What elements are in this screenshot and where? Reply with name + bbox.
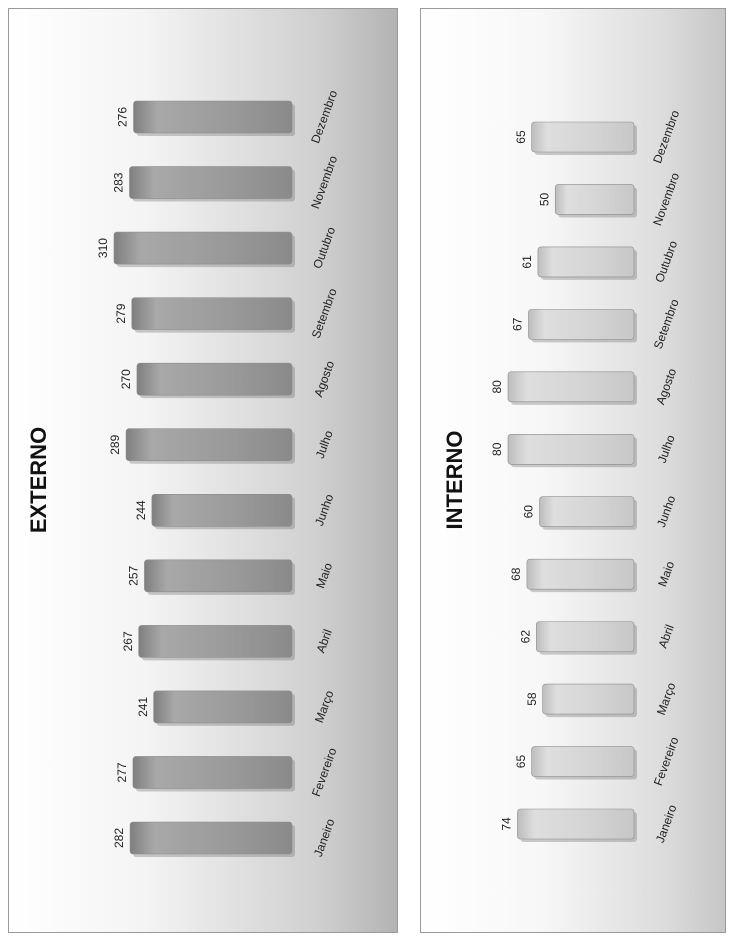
value-label-interno-2: 58	[525, 692, 539, 706]
bar-interno-11	[531, 121, 635, 153]
category-label-externo-8: Setembro	[309, 286, 340, 340]
value-label-interno-3: 62	[519, 630, 533, 644]
value-label-externo-8: 279	[114, 303, 128, 323]
value-label-externo-1: 277	[115, 762, 129, 782]
value-label-externo-6: 289	[108, 434, 122, 454]
value-label-interno-1: 65	[514, 755, 528, 769]
value-label-externo-4: 257	[127, 565, 141, 585]
category-label-externo-2: Março	[312, 688, 337, 724]
value-label-interno-5: 60	[522, 505, 536, 519]
category-label-interno-5: Junho	[654, 493, 678, 529]
bar-interno-10	[554, 184, 635, 215]
value-label-externo-3: 267	[121, 631, 135, 651]
value-label-interno-11: 65	[514, 130, 528, 144]
category-label-externo-5: Junho	[312, 492, 336, 528]
category-label-interno-9: Outubro	[652, 239, 680, 285]
value-label-externo-7: 270	[119, 369, 133, 389]
category-label-interno-8: Setembro	[651, 297, 682, 351]
category-label-interno-1: Fevereiro	[651, 735, 682, 788]
bar-interno-9	[537, 246, 635, 278]
bar-externo-0	[129, 821, 293, 855]
bar-interno-3	[536, 621, 635, 652]
bar-externo-8	[131, 297, 293, 330]
value-label-interno-0: 74	[500, 817, 514, 831]
value-label-externo-5: 244	[134, 500, 148, 520]
bar-interno-7	[507, 371, 635, 403]
value-label-externo-11: 276	[116, 107, 130, 127]
chart-title-externo: EXTERNO	[26, 427, 51, 533]
bar-interno-0	[517, 808, 635, 840]
category-label-externo-9: Outubro	[310, 225, 338, 271]
value-label-interno-7: 80	[490, 380, 504, 394]
bar-externo-5	[151, 493, 293, 527]
category-label-externo-6: Julho	[313, 428, 336, 460]
value-label-externo-0: 282	[112, 828, 126, 848]
bar-interno-5	[539, 496, 635, 528]
category-label-externo-10: Novembro	[308, 154, 340, 211]
value-label-interno-10: 50	[537, 192, 551, 206]
category-label-interno-0: Janeiro	[653, 803, 680, 845]
bars-externo: 282 Janeiro 277 Fevereiro 241 Março 267 Abril 25…	[96, 88, 340, 859]
category-label-externo-1: Fevereiro	[309, 746, 340, 799]
category-label-interno-7: Agosto	[653, 366, 679, 406]
value-label-externo-9: 310	[96, 238, 110, 258]
category-label-externo-0: Janeiro	[311, 817, 338, 859]
bar-interno-4	[526, 558, 635, 590]
bar-externo-3	[138, 625, 293, 658]
category-label-interno-10: Novembro	[650, 170, 682, 227]
bar-externo-6	[125, 428, 293, 462]
category-label-externo-11: Dezembro	[308, 88, 340, 145]
bar-externo-2	[153, 690, 293, 724]
bar-interno-8	[528, 309, 635, 340]
value-label-externo-2: 241	[136, 697, 150, 717]
bars-interno: 74 Janeiro 65 Fevereiro 58 Março 62 Abril 68 Maio…	[490, 108, 682, 845]
category-label-interno-6: Julho	[655, 433, 678, 465]
value-label-interno-8: 67	[511, 317, 525, 331]
category-label-externo-4: Maio	[313, 561, 335, 591]
category-label-interno-3: Abril	[656, 623, 677, 650]
bar-externo-4	[144, 559, 293, 593]
category-label-interno-2: Março	[654, 680, 679, 716]
value-label-externo-10: 283	[112, 172, 126, 192]
chart-panel-interno	[420, 8, 726, 933]
value-label-interno-6: 80	[490, 442, 504, 456]
bar-externo-7	[136, 362, 293, 396]
category-label-externo-7: Agosto	[311, 359, 337, 399]
bar-externo-9	[113, 231, 293, 265]
value-label-interno-9: 61	[520, 255, 534, 269]
bar-externo-1	[132, 756, 293, 789]
bar-externo-10	[129, 166, 293, 199]
bar-interno-1	[531, 746, 635, 777]
category-label-externo-3: Abril	[314, 627, 335, 654]
bar-externo-11	[133, 100, 293, 134]
value-label-interno-4: 68	[509, 567, 523, 581]
chart-title-interno: INTERNO	[442, 431, 467, 530]
category-label-interno-11: Dezembro	[650, 108, 682, 165]
bar-interno-6	[507, 433, 635, 465]
bar-interno-2	[542, 683, 635, 715]
category-label-interno-4: Maio	[655, 559, 677, 589]
